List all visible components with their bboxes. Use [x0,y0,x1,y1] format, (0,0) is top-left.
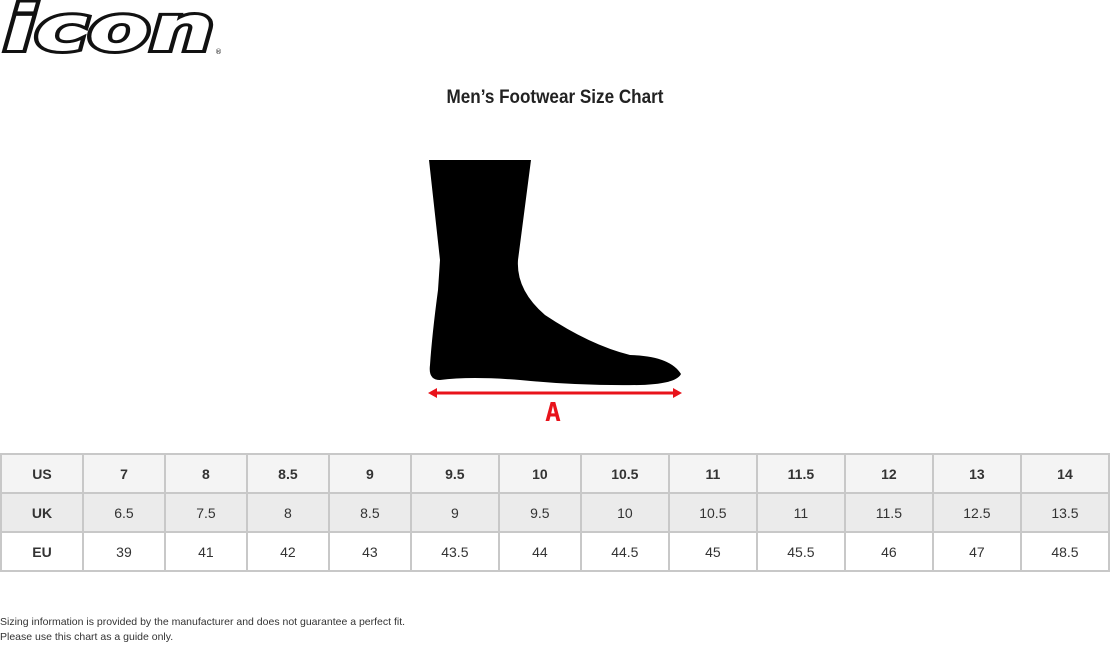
size-cell: 10 [579,492,670,533]
table-row: UK 6.5 7.5 8 8.5 9 9.5 10 10.5 11 11.5 12.5 13.5 [0,492,1110,533]
size-cell: 45 [667,531,758,572]
size-cell: 42 [245,531,330,572]
size-cell: 44 [497,531,582,572]
size-cell: 10.5 [667,492,758,533]
size-cell: 43.5 [409,531,500,572]
size-table: US 7 8 8.5 9 9.5 10 10.5 11 11.5 12 13 14 UK 6.5 7.5 8 8.… [0,453,1110,572]
size-cell: 11 [667,453,758,494]
size-cell: 14 [1019,453,1110,494]
size-cell: 6.5 [81,492,166,533]
svg-text:icon: icon [4,0,214,58]
size-cell: 8.5 [327,492,412,533]
boot-diagram: A [428,160,682,428]
icon-logo: icon ® [1,0,222,58]
size-cell: 44.5 [579,531,670,572]
size-cell: 9 [327,453,412,494]
measure-label: A [545,398,561,428]
size-cell: 13 [931,453,1022,494]
row-header: US [0,453,84,494]
row-header: EU [0,531,84,572]
table-row: US 7 8 8.5 9 9.5 10 10.5 11 11.5 12 13 14 [0,453,1110,494]
size-cell: 7.5 [163,492,248,533]
size-cell: 45.5 [755,531,846,572]
size-cell: 9 [409,492,500,533]
size-cell: 46 [843,531,934,572]
size-cell: 39 [81,531,166,572]
size-cell: 8 [163,453,248,494]
table-row: EU 39 41 42 43 43.5 44 44.5 45 45.5 46 47 48.5 [0,531,1110,572]
size-cell: 10.5 [579,453,670,494]
disclaimer-line: Please use this chart as a guide only. [0,631,174,643]
size-cell: 9.5 [409,453,500,494]
disclaimer: Sizing information is provided by the ma… [0,615,405,645]
size-cell: 48.5 [1019,531,1110,572]
size-cell: 13.5 [1019,492,1110,533]
disclaimer-line: Sizing information is provided by the ma… [0,616,406,628]
size-cell: 43 [327,531,412,572]
size-cell: 41 [163,531,248,572]
size-cell: 8.5 [245,453,330,494]
svg-text:®: ® [215,48,222,56]
size-cell: 10 [497,453,582,494]
size-cell: 47 [931,531,1022,572]
size-cell: 8 [245,492,330,533]
size-cell: 11 [755,492,846,533]
row-header: UK [0,492,84,533]
size-cell: 9.5 [497,492,582,533]
page-title: Men’s Footwear Size Chart [446,87,664,108]
size-cell: 7 [81,453,166,494]
size-cell: 12 [843,453,934,494]
size-cell: 12.5 [931,492,1022,533]
boot-silhouette [429,160,681,386]
size-cell: 11.5 [755,453,846,494]
size-cell: 11.5 [843,492,934,533]
